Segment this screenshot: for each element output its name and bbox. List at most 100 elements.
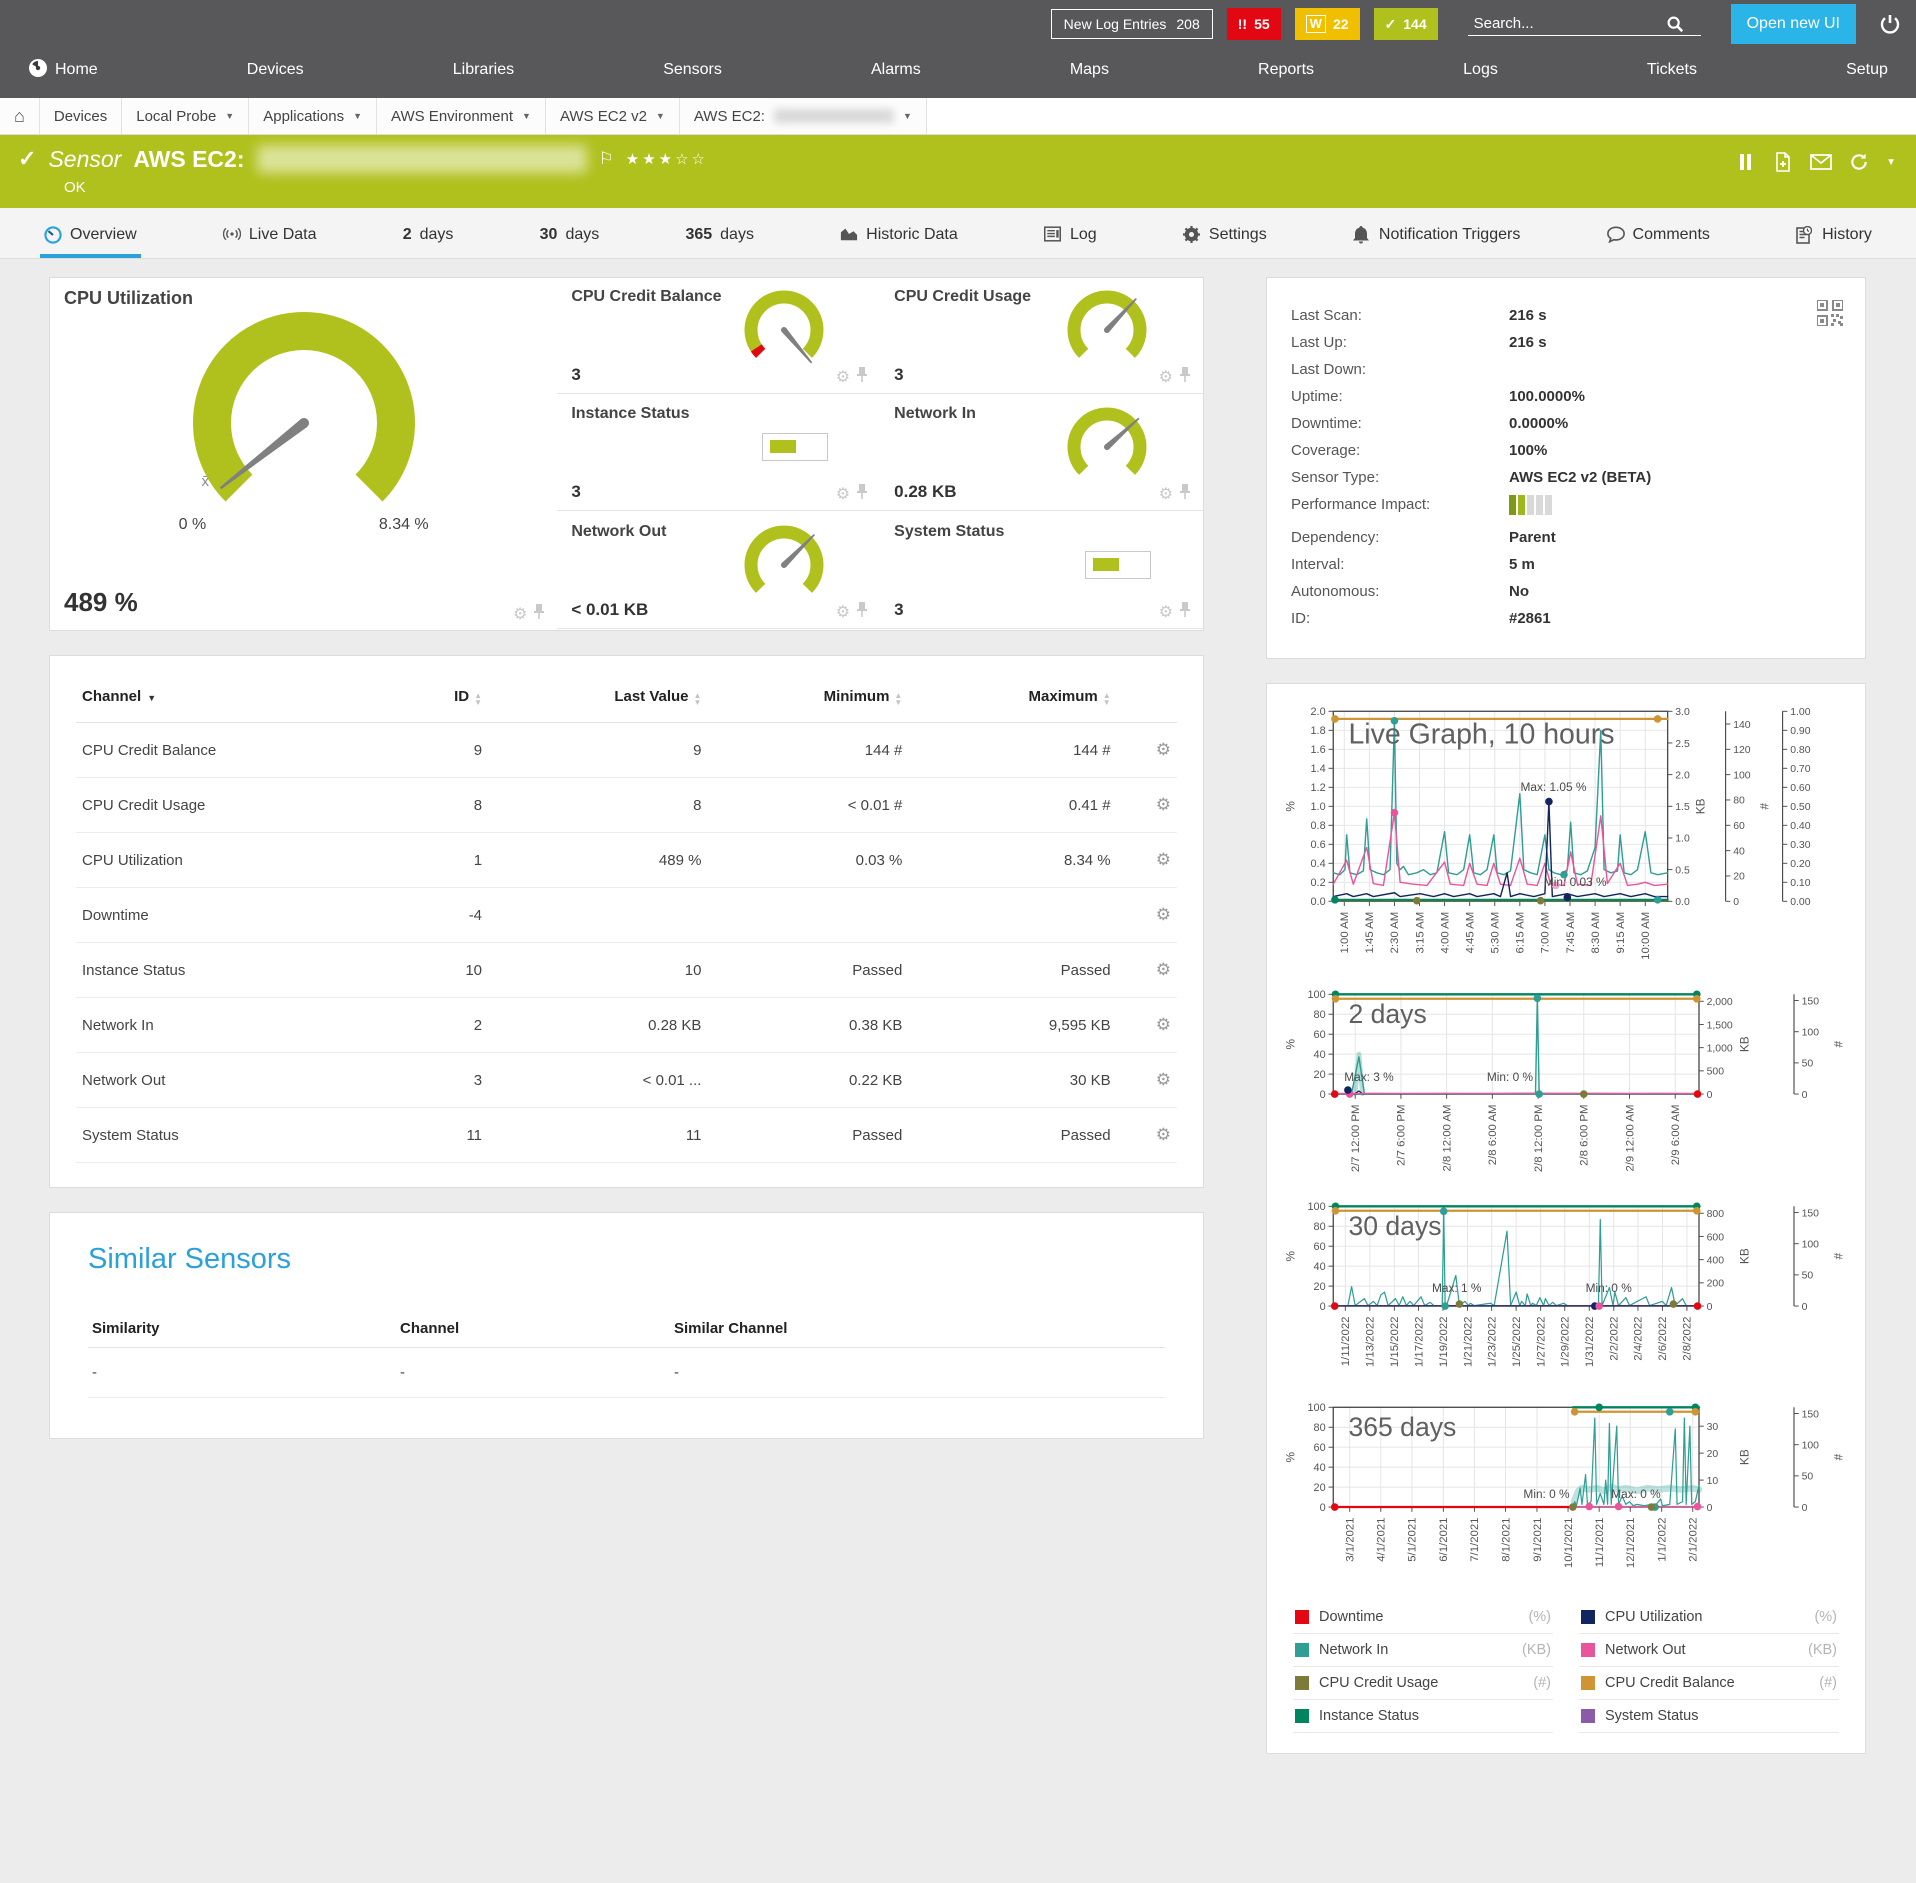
breadcrumb-item-0[interactable]: Devices [39,98,123,134]
pin-icon[interactable] [1179,367,1191,387]
legend-item-cpu-credit-balance[interactable]: CPU Credit Balance (#) [1579,1667,1839,1700]
open-new-ui-button[interactable]: Open new UI [1730,4,1856,44]
nav-item-logs[interactable]: Logs [1453,57,1508,83]
gear-icon[interactable]: ⚙ [1158,369,1173,386]
nav-item-devices[interactable]: Devices [237,57,314,83]
priority-flag-icon[interactable]: ⚐ [598,149,614,168]
pin-icon[interactable] [856,367,868,387]
svg-text:2/2/2022: 2/2/2022 [1609,1317,1621,1361]
legend-item-network-out[interactable]: Network Out (KB) [1579,1634,1839,1667]
channel-settings-gear-icon[interactable]: ⚙ [1155,960,1171,979]
tab-history[interactable]: History [1792,218,1876,258]
gear-icon[interactable]: ⚙ [835,486,851,504]
pin-icon[interactable] [1179,601,1191,622]
legend-item-downtime[interactable]: Downtime (%) [1293,1601,1553,1634]
chart-2days[interactable]: 0 20 40 60 80 100% 2/7 12:00 PM 2/7 6:00 PM 2/8 … [1281,981,1851,1189]
legend-item-network-in[interactable]: Network In (KB) [1293,1634,1553,1667]
sort-icon[interactable]: ▲ ▼ [1102,691,1111,707]
breadcrumb-item-4[interactable]: AWS EC2 v2 ▼ [545,98,680,134]
channel-settings-gear-icon[interactable]: ⚙ [1155,905,1171,924]
qr-code-icon[interactable] [1817,300,1843,326]
new-log-entries-button[interactable]: New Log Entries 208 [1050,9,1213,39]
legend-item-system-status[interactable]: System Status [1579,1700,1839,1733]
tab-365days[interactable]: 365 days [681,218,758,258]
tab-overview[interactable]: Overview [40,218,141,258]
legend-item-instance-status[interactable]: Instance Status [1293,1700,1553,1733]
tab-30days[interactable]: 30 days [536,218,604,258]
column-header-channel[interactable]: Channel ▼ [76,674,400,723]
add-report-icon[interactable] [1772,151,1794,173]
channel-settings-gear-icon[interactable]: ⚙ [1155,1070,1171,1089]
tab-log[interactable]: Log [1040,218,1101,258]
pause-sensor-icon[interactable] [1734,151,1756,173]
column-header-id[interactable]: ID ▲ ▼ [399,674,489,723]
sensor-menu-caret-icon[interactable]: ▼ [1886,156,1896,168]
column-header-maximum[interactable]: Maximum ▲ ▼ [908,674,1117,723]
chart-live[interactable]: 0.0 0.2 0.4 0.6 0.8 1.0 1.2 1.4 1.6 1.8 2.0% 1:00 A… [1281,698,1851,977]
nav-item-sensors[interactable]: Sensors [653,57,732,83]
channel-settings-gear-icon[interactable]: ⚙ [1155,1125,1171,1144]
breadcrumb-item-1[interactable]: Local Probe ▼ [122,98,250,134]
chart-30days[interactable]: 0 20 40 60 80 100% 1/11/2022 1/13/2022 1/15/2022… [1281,1193,1851,1390]
pin-icon[interactable] [856,601,868,622]
gear-icon[interactable]: ⚙ [835,369,851,386]
channel-settings-gear-icon[interactable]: ⚙ [1155,740,1171,759]
table-row-cpu-utilization[interactable]: CPU Utilization 1 489 % 0.03 % 8.34 % ⚙ [76,832,1177,888]
svg-text:2/9 6:00 AM: 2/9 6:00 AM [1670,1105,1682,1166]
nav-item-alarms[interactable]: Alarms [861,57,931,83]
tab-2days[interactable]: 2 days [399,218,458,258]
error-alarms-badge[interactable]: !! 55 [1226,8,1281,40]
breadcrumb-item-3[interactable]: AWS Environment ▼ [377,98,546,134]
email-icon[interactable] [1810,151,1832,173]
cell-minimum [707,887,909,943]
search-input[interactable] [1471,14,1666,33]
breadcrumb-item-2[interactable]: Applications ▼ [249,98,378,134]
tab-historic[interactable]: Historic Data [836,218,962,258]
gear-icon[interactable]: ⚙ [1158,603,1173,621]
search-icon[interactable] [1666,15,1684,33]
tab-live[interactable]: Live Data [219,218,321,258]
channel-settings-gear-icon[interactable]: ⚙ [1155,1015,1171,1034]
nav-item-home[interactable]: Home [18,54,108,87]
pin-icon[interactable] [1179,484,1191,504]
pin-icon[interactable] [856,484,868,504]
tab-comments[interactable]: Comments [1603,218,1714,258]
breadcrumb-home[interactable]: ⌂ [0,98,40,134]
tab-triggers[interactable]: Notification Triggers [1349,218,1524,258]
nav-item-libraries[interactable]: Libraries [443,57,524,83]
refresh-icon[interactable] [1848,151,1870,173]
chart-365days[interactable]: 0 20 40 60 80 100% 3/1/2021 4/1/2021 5/1/2021 6/1… [1281,1394,1851,1591]
table-row-network-in[interactable]: Network In 2 0.28 KB 0.38 KB 9,595 KB ⚙ [76,997,1177,1053]
sort-icon[interactable]: ▲ ▼ [474,691,483,707]
legend-item-cpu-credit-usage[interactable]: CPU Credit Usage (#) [1293,1667,1553,1700]
nav-item-setup[interactable]: Setup [1836,57,1898,83]
gear-icon[interactable]: ⚙ [512,606,528,623]
gear-icon[interactable]: ⚙ [835,603,851,621]
channel-settings-gear-icon[interactable]: ⚙ [1155,795,1171,814]
logout-power-icon[interactable] [1878,12,1902,36]
nav-item-maps[interactable]: Maps [1060,57,1119,83]
gear-icon[interactable]: ⚙ [1158,486,1173,504]
column-header-last-value[interactable]: Last Value ▲ ▼ [488,674,708,723]
table-row-system-status[interactable]: System Status 11 11 Passed Passed ⚙ [76,1107,1177,1163]
warning-alarms-badge[interactable]: W 22 [1294,8,1360,40]
nav-item-tickets[interactable]: Tickets [1637,57,1707,83]
ok-sensors-badge[interactable]: ✓ 144 [1373,8,1438,40]
channel-settings-gear-icon[interactable]: ⚙ [1155,850,1171,869]
gauge-actions: ⚙ [1159,367,1191,387]
tab-settings[interactable]: Settings [1179,218,1271,258]
table-row-cpu-credit-usage[interactable]: CPU Credit Usage 8 8 < 0.01 #0.41 # ⚙ [76,777,1177,833]
sort-icon[interactable]: ▲ ▼ [894,691,903,707]
column-header-minimum[interactable]: Minimum ▲ ▼ [707,674,909,723]
nav-item-reports[interactable]: Reports [1248,57,1324,83]
priority-stars[interactable]: ★★★☆☆ [625,151,708,168]
sort-icon[interactable]: ▲ ▼ [693,691,702,707]
table-row-cpu-credit-balance[interactable]: CPU Credit Balance 9 9 144 #144 # ⚙ [76,722,1177,778]
breadcrumb-item-5[interactable]: AWS EC2: ▼ [679,98,927,134]
table-row-downtime[interactable]: Downtime -4 ⚙ [76,887,1177,943]
table-row-network-out[interactable]: Network Out 3 < 0.01 ... 0.22 KB 30 KB ⚙ [76,1052,1177,1108]
legend-item-cpu-utilization[interactable]: CPU Utilization (%) [1579,1601,1839,1634]
table-row-instance-status[interactable]: Instance Status 10 10 Passed Passed ⚙ [76,942,1177,998]
check-icon: ✓ [1384,15,1397,32]
pin-icon[interactable] [533,604,545,624]
